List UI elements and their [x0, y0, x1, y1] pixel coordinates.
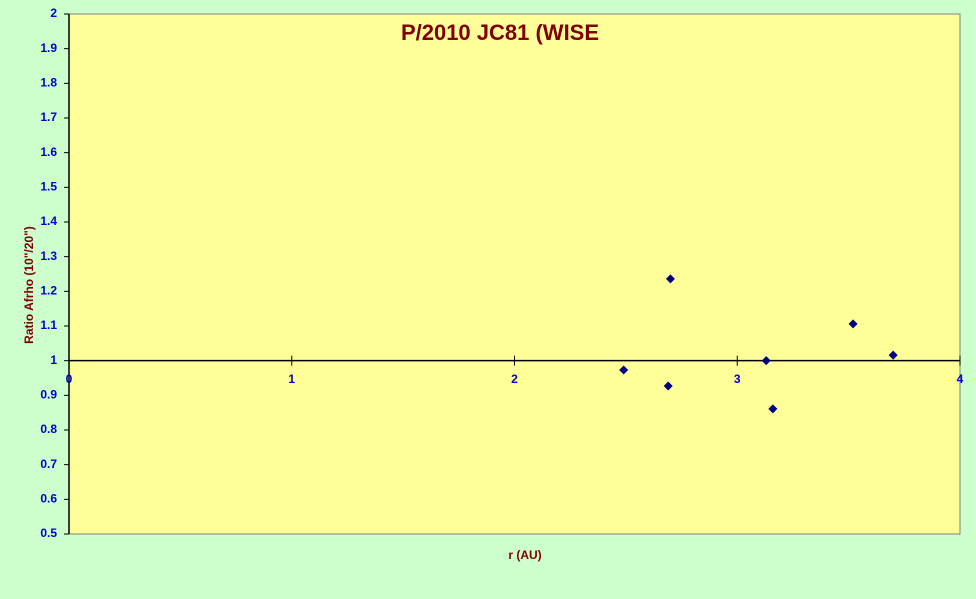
y-tick-label: 1.6 — [40, 145, 57, 159]
y-tick-label: 2 — [50, 6, 57, 20]
y-tick-label: 1.1 — [40, 318, 57, 332]
y-axis-label: Ratio Afrho (10"/20") — [22, 226, 36, 344]
y-tick-label: 0.7 — [40, 457, 57, 471]
y-tick-label: 0.5 — [40, 526, 57, 540]
y-tick-label: 1.4 — [40, 214, 57, 228]
data-point — [761, 356, 771, 366]
y-tick-label: 1.5 — [40, 180, 57, 194]
plot-area — [68, 13, 961, 535]
x-tick-label: 2 — [511, 372, 518, 386]
y-tick-label: 1 — [50, 353, 57, 367]
y-tick-label: 0.8 — [40, 422, 57, 436]
y-tick-label: 1.9 — [40, 41, 57, 55]
data-point — [665, 274, 675, 284]
x-tick-label: 4 — [957, 372, 964, 386]
data-point — [848, 319, 858, 329]
data-point — [663, 381, 673, 391]
x-tick-label: 3 — [734, 372, 741, 386]
data-point — [768, 404, 778, 414]
chart-title: P/2010 JC81 (WISE — [401, 20, 599, 45]
y-tick-label: 0.9 — [40, 388, 57, 402]
x-axis-label: r (AU) — [508, 548, 541, 562]
data-point — [619, 365, 629, 375]
data-point — [888, 350, 898, 360]
x-tick-label: 1 — [288, 372, 295, 386]
y-tick-label: 1.8 — [40, 76, 57, 90]
y-tick-label: 1.7 — [40, 110, 57, 124]
y-tick-label: 1.3 — [40, 249, 57, 263]
y-tick-label: 1.2 — [40, 284, 57, 298]
y-tick-label: 0.6 — [40, 492, 57, 506]
x-tick-label: 0 — [66, 372, 73, 386]
